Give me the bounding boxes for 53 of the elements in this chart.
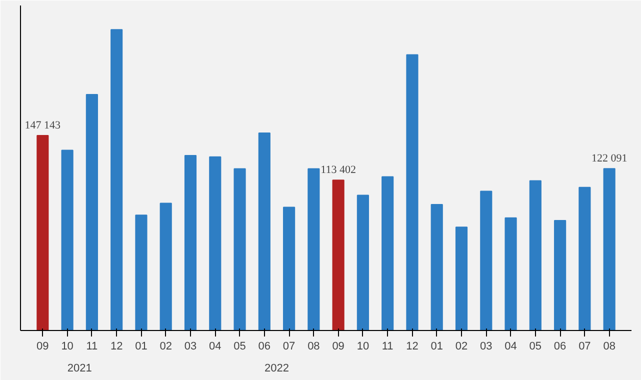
- bar: [258, 132, 270, 330]
- bar: [283, 206, 296, 330]
- bar: [36, 134, 49, 330]
- bar: [554, 220, 566, 330]
- bar: [61, 150, 74, 330]
- x-tick-label: 07: [578, 340, 591, 352]
- bar: [209, 156, 222, 330]
- text: 2022: [264, 362, 289, 374]
- x-tick-label: 06: [258, 340, 271, 352]
- x-tick-label: 01: [135, 340, 148, 352]
- x-tick-label: 06: [554, 340, 566, 352]
- bar: [480, 190, 492, 330]
- bar: [234, 168, 246, 330]
- bar: [160, 202, 172, 330]
- bar: [578, 186, 591, 330]
- bar: [603, 168, 616, 330]
- x-tick-label: 08: [308, 340, 320, 352]
- bar: [308, 168, 320, 330]
- bar: [529, 180, 542, 330]
- x-tick-label: 09: [36, 340, 49, 352]
- data-label: 113 402: [320, 164, 356, 176]
- x-tick-label: 11: [382, 340, 394, 352]
- bar: [430, 204, 443, 330]
- bar: [332, 180, 344, 330]
- bar: [382, 176, 394, 330]
- data-label: 147 143: [24, 119, 62, 132]
- x-tick-label: 04: [209, 340, 222, 352]
- x-tick-label: 10: [61, 340, 74, 352]
- x-tick-label: 08: [603, 340, 616, 352]
- bar: [135, 214, 148, 330]
- x-tick-label: 12: [406, 340, 418, 352]
- x-tick-label: 04: [504, 340, 517, 352]
- data-label: 122 091: [591, 152, 628, 165]
- x-tick-label: 03: [184, 340, 197, 352]
- x-tick-label: 07: [282, 340, 296, 352]
- bar: [406, 54, 418, 330]
- bar: [504, 217, 517, 330]
- bar: [184, 155, 197, 330]
- x-tick-label: 02: [455, 340, 468, 352]
- x-tick-label: 02: [160, 340, 172, 352]
- x-tick-label: 11: [86, 340, 98, 352]
- x-tick-label: 03: [480, 340, 492, 352]
- bar: [86, 94, 98, 330]
- x-tick-label: 12: [110, 340, 123, 352]
- x-tick-label: 10: [356, 340, 370, 352]
- x-tick-label: 01: [430, 340, 443, 352]
- text: 2021: [67, 362, 92, 374]
- bar: [356, 194, 369, 330]
- x-tick-label: 05: [234, 340, 246, 352]
- bar: [110, 29, 123, 330]
- x-tick-label: 09: [332, 340, 344, 352]
- x-tick-label: 05: [529, 340, 542, 352]
- bar: [455, 226, 468, 330]
